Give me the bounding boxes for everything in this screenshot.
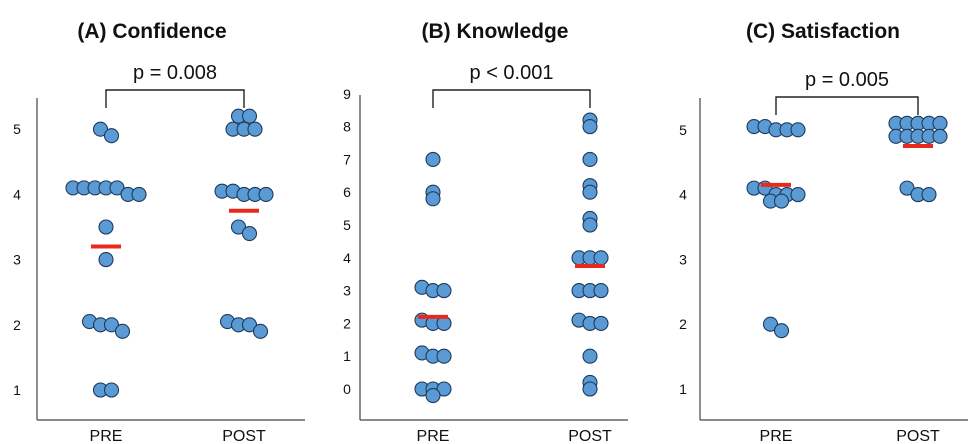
y-tick-label: 1 — [679, 381, 687, 397]
data-point — [436, 381, 452, 397]
data-point — [593, 250, 609, 266]
x-category-label: POST — [568, 428, 612, 444]
panel-title: (A) Confidence — [77, 20, 226, 43]
data-point — [582, 381, 598, 397]
y-tick-label: 7 — [343, 151, 351, 167]
panel-1: (A) Confidence 1 2 3 4 5 PRE POST p = 0.008 — [13, 20, 305, 444]
y-tick-label: 9 — [343, 86, 351, 102]
data-point — [582, 119, 598, 135]
data-point — [252, 323, 269, 339]
panel-2: (B) Knowledge 0 1 2 3 4 5 6 7 8 9 PRE POST p < 0.001 — [343, 20, 628, 444]
p-value-annotation: p = 0.008 — [133, 62, 217, 84]
data-point — [773, 193, 790, 209]
y-tick-label: 5 — [13, 121, 21, 137]
data-point — [582, 151, 598, 167]
data-point — [103, 128, 120, 144]
y-tick-label: 3 — [13, 252, 21, 268]
x-category-label: POST — [222, 428, 266, 444]
x-category-label: PRE — [417, 428, 450, 444]
y-tick-label: 3 — [343, 283, 351, 299]
y-tick-label: 4 — [13, 186, 21, 202]
data-point — [582, 184, 598, 200]
x-category-label: PRE — [90, 428, 123, 444]
data-point — [98, 252, 114, 268]
data-point — [114, 323, 131, 339]
p-value-annotation: p < 0.001 — [470, 62, 554, 84]
data-point — [103, 382, 120, 398]
data-point — [241, 108, 258, 124]
significance-bracket — [775, 96, 919, 115]
significance-bracket — [105, 89, 245, 108]
data-point — [230, 219, 247, 235]
y-tick-label: 4 — [679, 187, 687, 203]
data-point — [790, 187, 806, 203]
data-point — [425, 388, 441, 404]
panel-title: (C) Satisfaction — [746, 20, 900, 43]
data-point — [593, 283, 609, 299]
data-point — [762, 316, 779, 332]
x-category-label: PRE — [760, 428, 793, 444]
data-point — [258, 186, 274, 202]
y-tick-label: 3 — [679, 251, 687, 267]
data-point — [425, 191, 441, 207]
data-point — [582, 217, 598, 233]
significance-bracket — [432, 89, 591, 108]
y-tick-label: 8 — [343, 119, 351, 135]
y-tick-label: 2 — [343, 315, 351, 331]
panel-3: (C) Satisfaction 1 2 3 4 5 PRE POST p = 0.005 — [679, 20, 968, 444]
data-point — [932, 128, 948, 144]
data-point — [593, 315, 609, 331]
y-tick-label: 2 — [679, 316, 687, 332]
panel-title: (B) Knowledge — [422, 20, 569, 43]
data-point — [790, 122, 806, 138]
data-point — [98, 219, 114, 235]
data-point — [131, 186, 147, 202]
data-point — [92, 121, 109, 137]
y-tick-label: 5 — [343, 217, 351, 233]
data-point — [773, 323, 790, 339]
y-tick-label: 1 — [13, 382, 21, 398]
data-point — [241, 317, 258, 333]
y-tick-label: 0 — [343, 381, 351, 397]
y-tick-label: 2 — [13, 317, 21, 333]
data-point — [932, 115, 948, 131]
data-point — [899, 180, 915, 196]
data-point — [103, 317, 120, 333]
data-point — [425, 151, 441, 167]
data-point — [109, 180, 125, 196]
data-point — [241, 225, 258, 242]
y-tick-label: 1 — [343, 348, 351, 364]
data-point — [921, 187, 937, 203]
data-point — [436, 283, 452, 299]
x-category-label: POST — [896, 428, 940, 444]
data-point — [247, 121, 263, 137]
y-tick-label: 4 — [343, 250, 351, 266]
data-point — [582, 348, 598, 364]
data-point — [436, 348, 452, 364]
y-tick-label: 6 — [343, 184, 351, 200]
y-tick-label: 5 — [679, 122, 687, 138]
p-value-annotation: p = 0.005 — [805, 69, 889, 91]
